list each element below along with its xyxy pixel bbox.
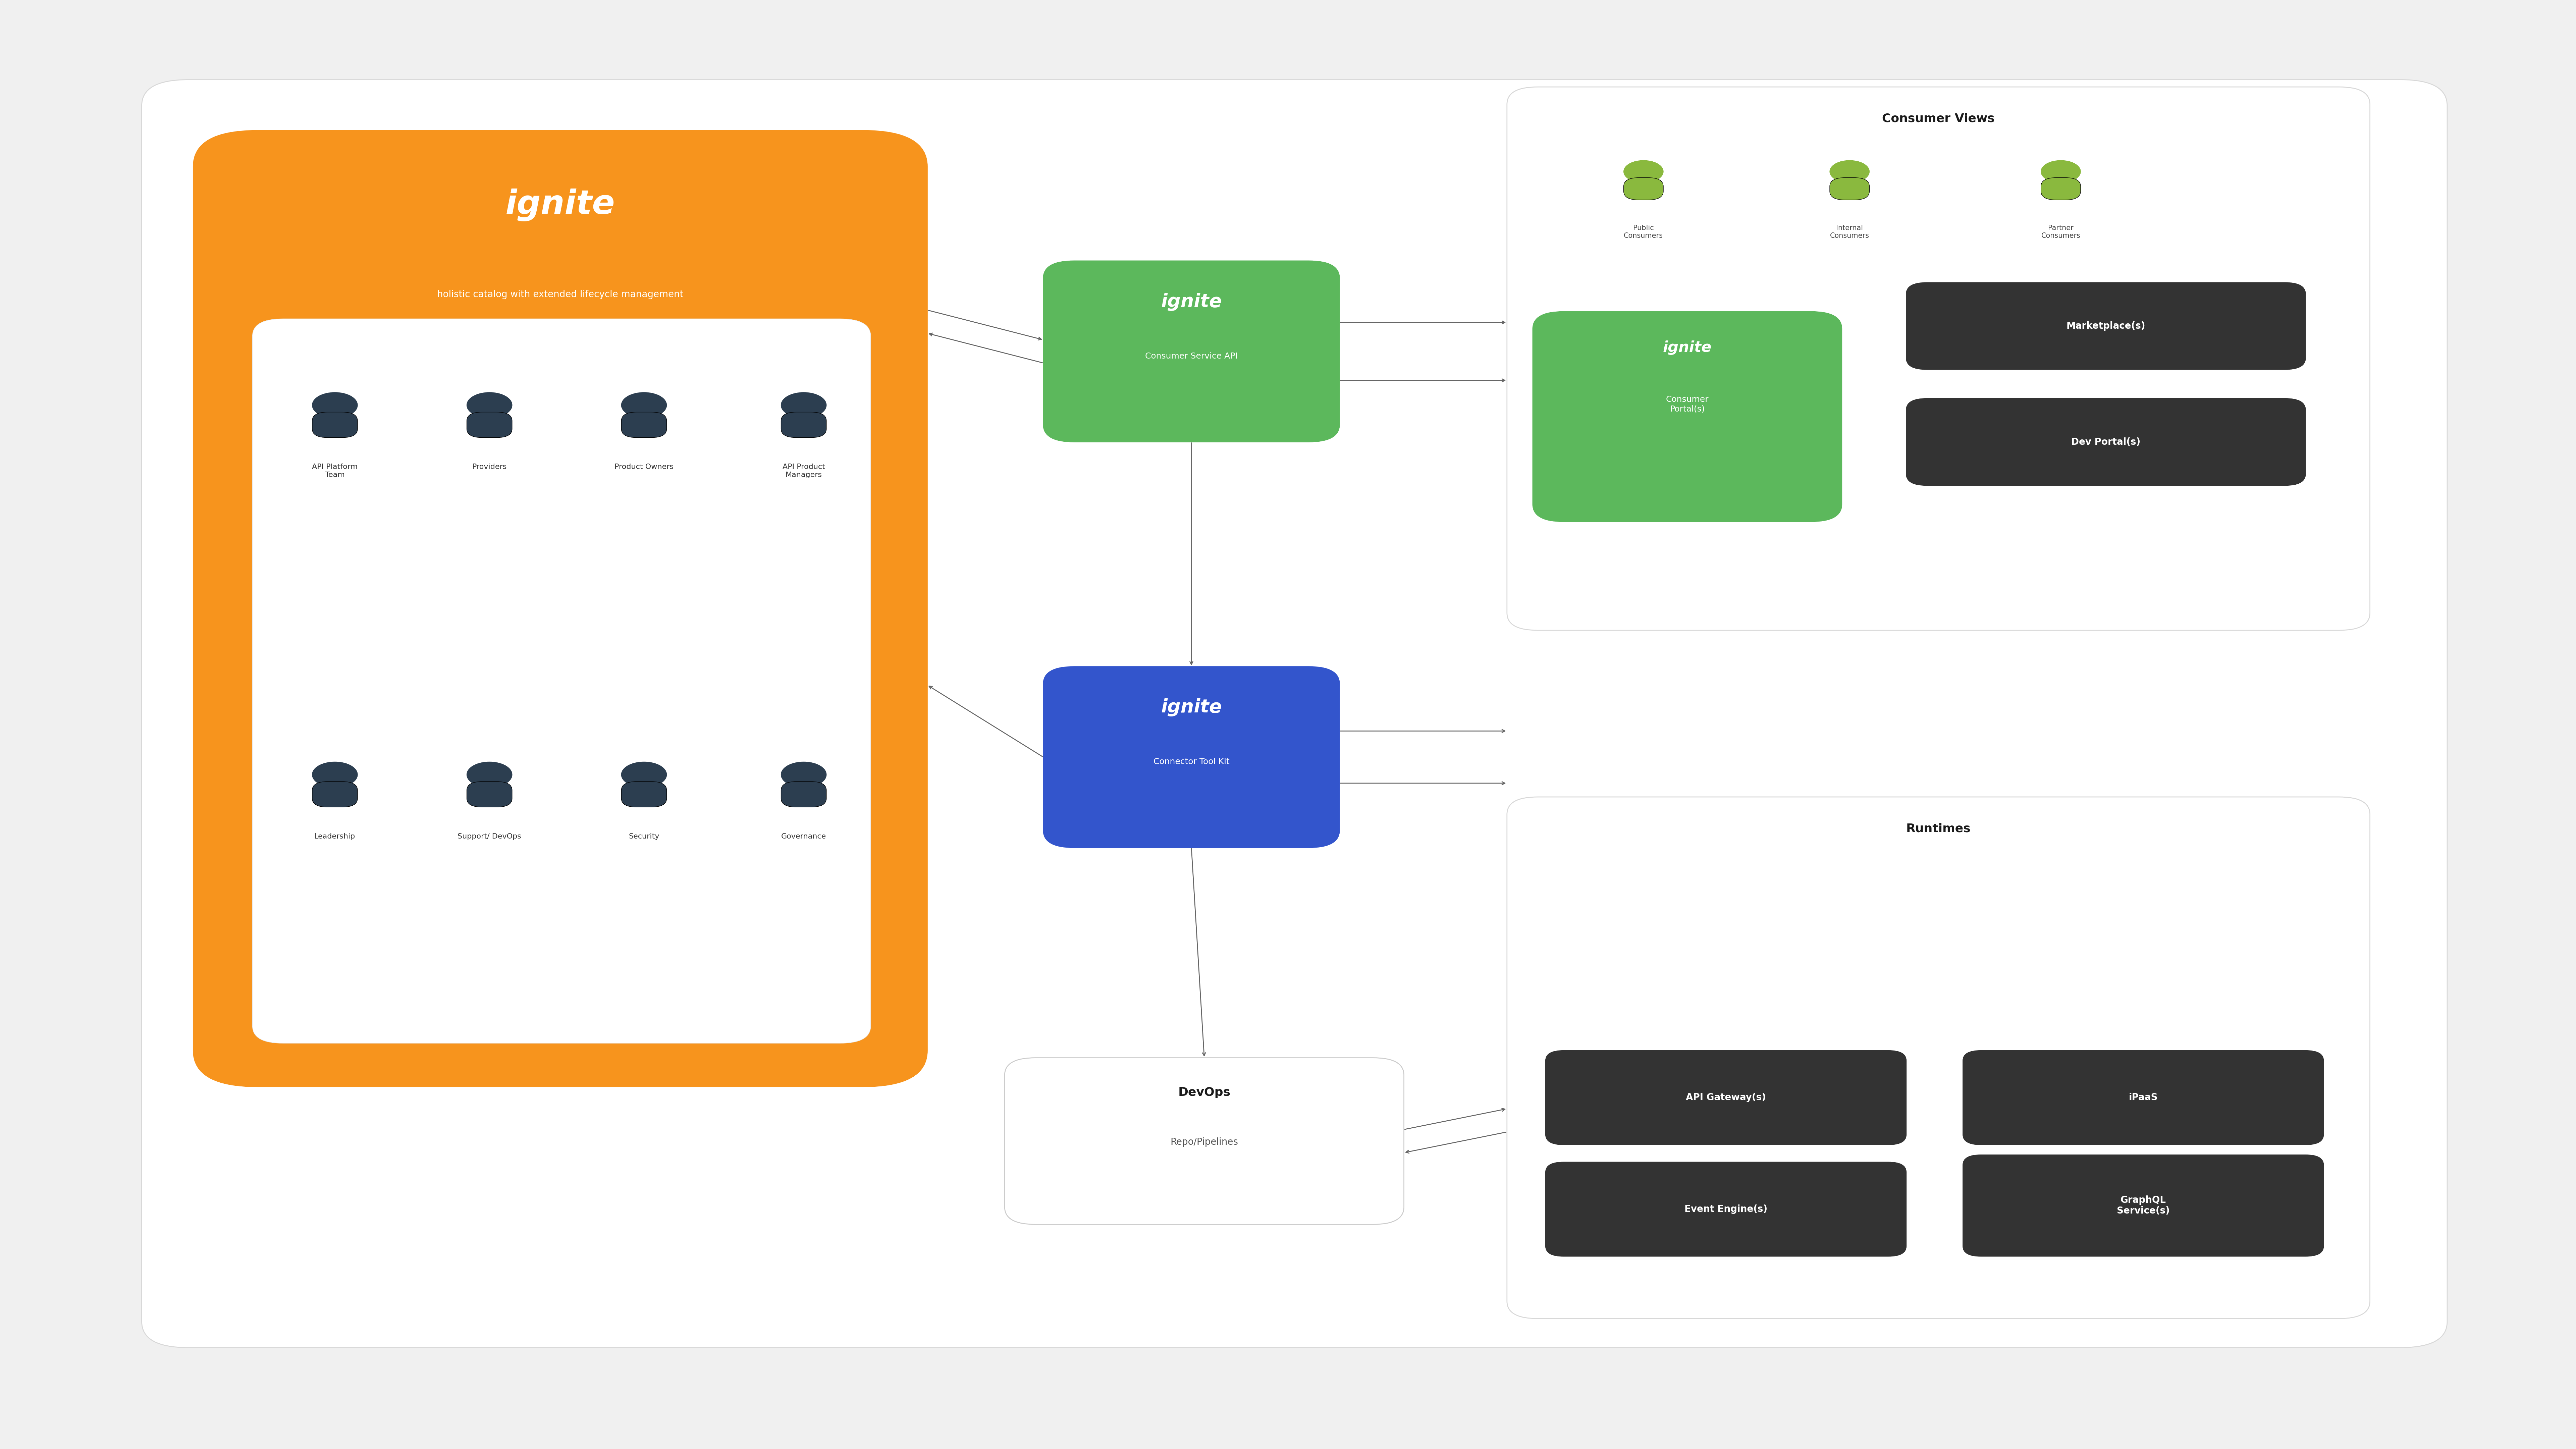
FancyBboxPatch shape (1043, 261, 1340, 442)
Text: holistic catalog with extended lifecycle management: holistic catalog with extended lifecycle… (438, 290, 683, 298)
Text: Marketplace(s): Marketplace(s) (2066, 322, 2146, 330)
Circle shape (312, 393, 358, 417)
FancyBboxPatch shape (621, 412, 667, 438)
FancyBboxPatch shape (781, 781, 827, 807)
Circle shape (621, 762, 667, 787)
Circle shape (621, 393, 667, 417)
FancyBboxPatch shape (1546, 1162, 1906, 1256)
FancyBboxPatch shape (1005, 1058, 1404, 1224)
FancyBboxPatch shape (2040, 178, 2081, 200)
FancyBboxPatch shape (621, 781, 667, 807)
Circle shape (1623, 161, 1664, 183)
FancyBboxPatch shape (252, 319, 871, 1043)
Circle shape (781, 762, 827, 787)
Text: Connector Tool Kit: Connector Tool Kit (1154, 758, 1229, 767)
FancyBboxPatch shape (1546, 1051, 1906, 1145)
FancyBboxPatch shape (1829, 178, 1870, 200)
Text: Public
Consumers: Public Consumers (1623, 225, 1664, 239)
Text: Product Owners: Product Owners (616, 464, 672, 471)
Text: Event Engine(s): Event Engine(s) (1685, 1204, 1767, 1214)
Text: API Platform
Team: API Platform Team (312, 464, 358, 478)
FancyBboxPatch shape (1963, 1155, 2324, 1256)
FancyBboxPatch shape (142, 80, 2447, 1348)
Text: Consumer Service API: Consumer Service API (1146, 352, 1236, 361)
FancyBboxPatch shape (1623, 178, 1664, 200)
FancyBboxPatch shape (1507, 797, 2370, 1319)
Text: API Product
Managers: API Product Managers (783, 464, 824, 478)
Text: ignite: ignite (1664, 341, 1710, 355)
Text: ignite: ignite (505, 188, 616, 222)
Text: ignite: ignite (1162, 698, 1221, 716)
Circle shape (466, 762, 513, 787)
Text: Leadership: Leadership (314, 833, 355, 840)
Text: Support/ DevOps: Support/ DevOps (459, 833, 520, 840)
FancyBboxPatch shape (312, 781, 358, 807)
Text: Internal
Consumers: Internal Consumers (1829, 225, 1870, 239)
Text: Providers: Providers (471, 464, 507, 471)
FancyBboxPatch shape (193, 130, 927, 1087)
FancyBboxPatch shape (1043, 667, 1340, 848)
Text: Security: Security (629, 833, 659, 840)
Circle shape (466, 393, 513, 417)
FancyBboxPatch shape (1963, 1051, 2324, 1145)
Text: DevOps: DevOps (1177, 1087, 1231, 1098)
Text: API Gateway(s): API Gateway(s) (1685, 1093, 1767, 1103)
Text: GraphQL
Service(s): GraphQL Service(s) (2117, 1195, 2169, 1216)
Text: Consumer
Portal(s): Consumer Portal(s) (1667, 396, 1708, 413)
Circle shape (781, 393, 827, 417)
FancyBboxPatch shape (1533, 312, 1842, 522)
Circle shape (1829, 161, 1870, 183)
Text: Partner
Consumers: Partner Consumers (2040, 225, 2081, 239)
FancyBboxPatch shape (781, 412, 827, 438)
FancyBboxPatch shape (466, 781, 513, 807)
Text: Dev Portal(s): Dev Portal(s) (2071, 438, 2141, 446)
FancyBboxPatch shape (466, 412, 513, 438)
FancyBboxPatch shape (1906, 398, 2306, 485)
Text: Runtimes: Runtimes (1906, 823, 1971, 835)
Circle shape (2040, 161, 2081, 183)
FancyBboxPatch shape (1507, 87, 2370, 630)
FancyBboxPatch shape (312, 412, 358, 438)
Text: Repo/Pipelines: Repo/Pipelines (1170, 1137, 1239, 1146)
Text: iPaaS: iPaaS (2128, 1093, 2159, 1103)
Text: Governance: Governance (781, 833, 827, 840)
Text: ignite: ignite (1162, 293, 1221, 312)
FancyBboxPatch shape (1906, 283, 2306, 369)
Text: Consumer Views: Consumer Views (1883, 113, 1994, 125)
Circle shape (312, 762, 358, 787)
